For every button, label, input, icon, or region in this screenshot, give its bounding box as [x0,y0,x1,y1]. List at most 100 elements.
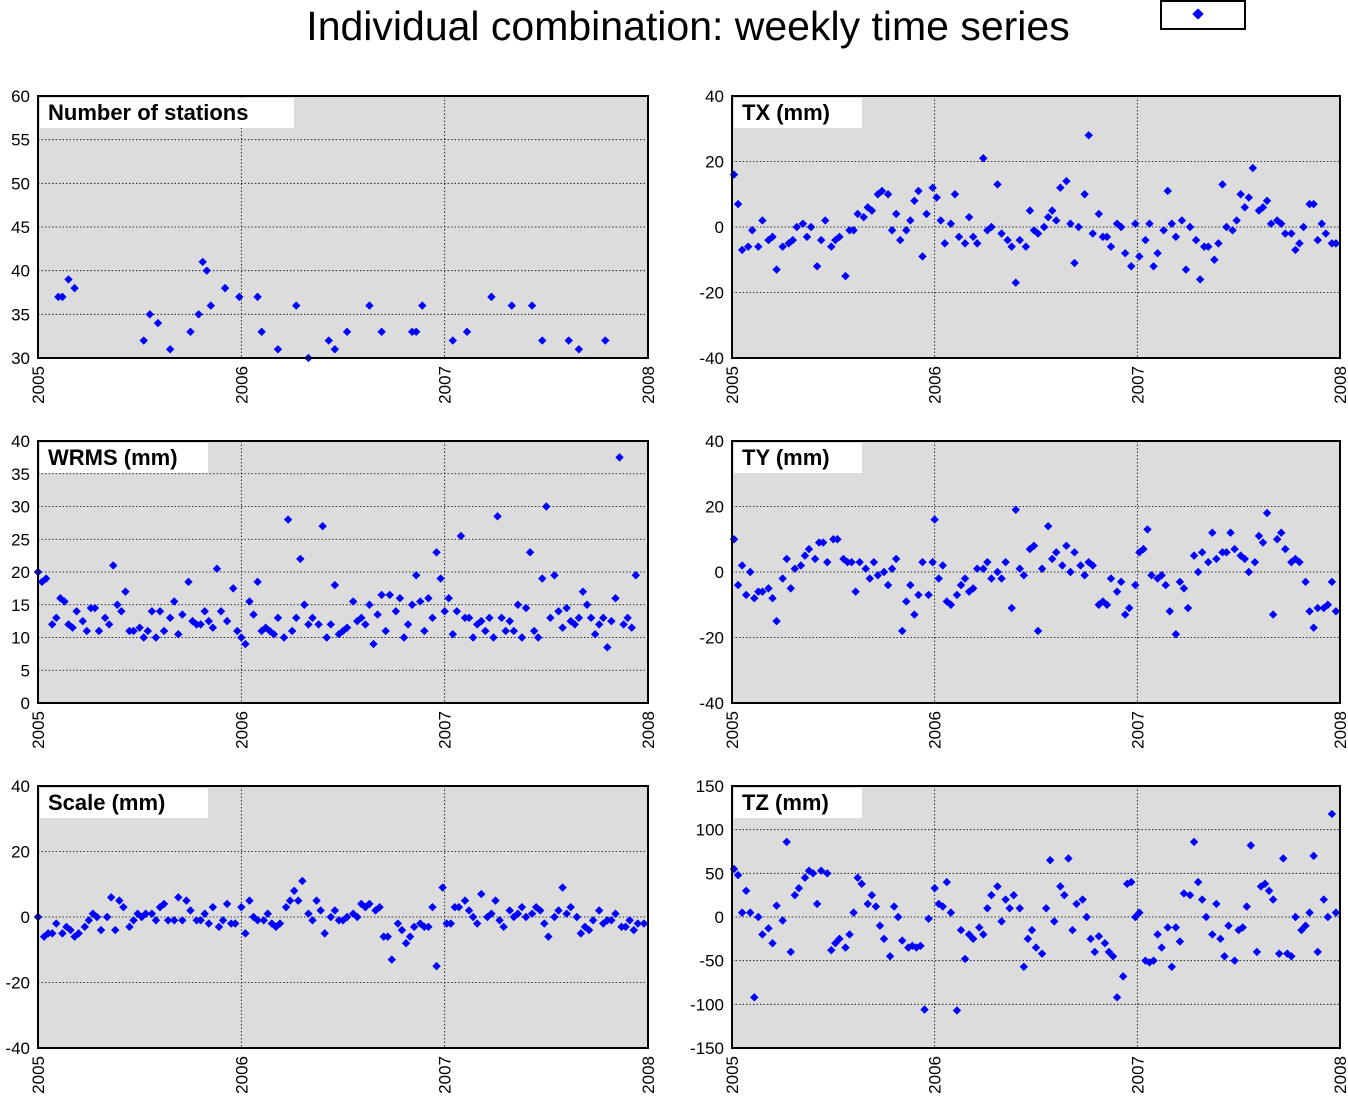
panel-title: Number of stations [48,100,248,125]
data-point [1258,538,1268,547]
data-point [186,906,195,915]
data-point [121,587,130,596]
data-point [165,345,175,354]
data-point [1202,912,1211,922]
data-point [1230,956,1239,965]
data-point [845,930,854,939]
data-point [823,557,832,567]
data-point [1287,952,1296,961]
data-point [1027,925,1037,935]
data-point [1145,219,1154,228]
data-point [595,620,604,629]
data-point [849,226,858,235]
data-point [111,925,120,935]
data-point [1149,956,1158,965]
data-point [202,266,211,275]
data-point [1104,947,1114,957]
data-point [1189,837,1199,847]
data-point [1088,561,1097,570]
data-point [1228,226,1237,235]
data-point [784,239,793,248]
data-point [1305,607,1314,616]
data-point [159,899,169,909]
data-point [1301,921,1310,930]
data-point [772,265,781,274]
data-point [1131,219,1140,228]
data-point [52,919,61,928]
data-point [499,922,508,932]
data-point [318,521,327,531]
data-point [891,554,901,564]
data-point [558,883,567,892]
data-point [544,932,553,941]
data-point [473,919,482,928]
data-point [1045,856,1055,865]
data-point [381,626,390,636]
panel-title: TY (mm) [742,445,830,470]
data-point [1060,890,1069,900]
data-point [438,883,447,892]
x-tick-label: 2006 [926,366,945,404]
y-tick-label: -100 [690,995,724,1014]
data-point [196,620,205,629]
data-point [1232,216,1241,225]
data-point [737,561,747,570]
data-point [1319,603,1328,613]
data-point [1268,895,1278,904]
data-point [918,252,927,261]
data-point [1127,877,1136,887]
data-point [424,594,433,603]
data-point [997,229,1006,238]
data-point [78,616,87,626]
data-point [1072,899,1081,909]
data-point [495,916,504,925]
x-tick-label: 2008 [1331,711,1348,749]
y-tick-label: -20 [699,284,724,303]
data-point [906,580,915,590]
data-point [902,226,911,235]
data-point [446,919,455,928]
panel-tz: -150 -100 -50 0 50 100 150 2005 2006 2007 2008 TZ (… [690,777,1348,1094]
y-tick-label: 150 [696,777,724,796]
y-tick-label: 0 [715,563,724,582]
data-point [517,902,527,912]
data-point [143,626,152,636]
data-point [1052,216,1061,225]
data-point [621,922,630,932]
panel-ty: -40 -20 0 20 40 2005 2006 2007 2008 TY (mm) [699,432,1348,749]
data-point [48,929,57,938]
data-point [590,630,600,639]
data-point [877,186,887,196]
data-point [320,929,329,938]
data-point [987,890,996,900]
data-point [729,170,739,179]
data-point [292,613,301,623]
data-point [816,235,826,245]
data-point [786,947,795,957]
data-point [300,600,309,609]
data-point [409,922,419,932]
data-point [153,318,163,328]
data-point [566,902,575,912]
data-point [308,613,317,623]
data-point [542,502,551,511]
data-point [611,909,620,918]
data-point [253,292,262,302]
data-point [588,916,598,925]
data-point [758,216,767,225]
data-point [595,906,604,915]
panel-wrms: 0 5 10 15 20 25 30 35 40 2005 2006 2007 2008 WRMS (mm… [11,432,658,749]
data-point [940,239,949,248]
data-point [271,922,281,932]
data-point [1171,232,1181,242]
data-point [1183,603,1193,613]
data-point [281,902,291,912]
data-point [505,616,514,626]
data-point [1068,925,1077,935]
data-point [529,626,539,636]
data-point [283,515,293,524]
data-point [968,232,978,242]
x-tick-label: 2008 [639,711,658,749]
data-point [893,912,903,922]
data-point [1159,226,1168,235]
